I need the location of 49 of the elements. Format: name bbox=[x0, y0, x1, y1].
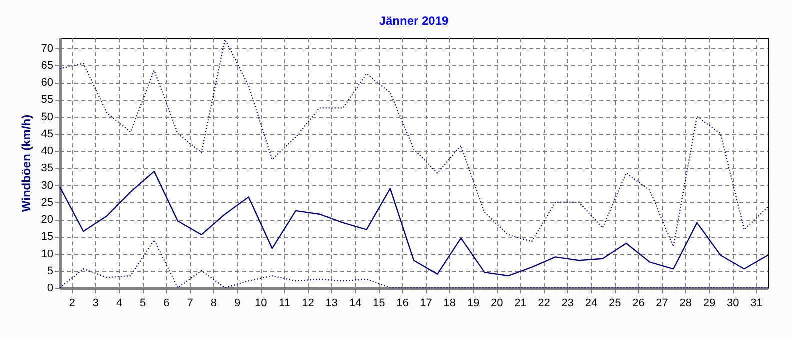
x-tick-label: 24 bbox=[585, 298, 598, 310]
y-tick-label: 25 bbox=[41, 196, 54, 209]
x-tick-label: 3 bbox=[92, 298, 99, 310]
x-tick-label: 19 bbox=[467, 298, 480, 310]
y-tick-label: 55 bbox=[41, 94, 54, 106]
x-tick-label: 27 bbox=[656, 298, 668, 310]
y-tick-label: 0 bbox=[47, 282, 54, 294]
x-tick-label: 31 bbox=[750, 298, 763, 310]
y-tick-label: 40 bbox=[41, 146, 54, 158]
x-tick-label: 26 bbox=[632, 298, 645, 310]
y-tick-label: 45 bbox=[41, 128, 54, 140]
x-tick-label: 15 bbox=[372, 298, 386, 310]
x-tick-label: 9 bbox=[234, 298, 241, 310]
chart-title: Jänner 2019 bbox=[379, 14, 450, 28]
x-tick-label: 22 bbox=[538, 298, 550, 310]
x-tick-label: 13 bbox=[326, 298, 338, 310]
y-tick-label: 30 bbox=[41, 180, 54, 192]
x-tick-label: 17 bbox=[420, 298, 432, 310]
x-tick-label: 6 bbox=[164, 298, 170, 310]
y-tick-label: 50 bbox=[41, 111, 54, 124]
y-tick-label: 65 bbox=[41, 60, 54, 72]
x-tick-label: 10 bbox=[254, 298, 268, 310]
y-tick-label: 70 bbox=[41, 42, 54, 55]
x-tick-label: 21 bbox=[514, 298, 527, 310]
y-tick-label: 35 bbox=[41, 162, 54, 175]
x-tick-label: 14 bbox=[349, 298, 362, 310]
y-tick-label: 20 bbox=[41, 214, 54, 226]
x-tick-label: 11 bbox=[278, 298, 290, 310]
x-tick-label: 28 bbox=[680, 298, 692, 310]
y-axis-title: Windböen (km/h) bbox=[19, 114, 34, 212]
x-tick-label: 12 bbox=[302, 298, 314, 310]
x-tick-label: 4 bbox=[116, 298, 123, 310]
x-tick-label: 7 bbox=[187, 298, 194, 310]
x-tick-label: 25 bbox=[608, 298, 622, 310]
x-tick-label: 23 bbox=[562, 298, 574, 310]
x-tick-label: 29 bbox=[703, 298, 716, 310]
line-series bbox=[59, 39, 769, 248]
x-tick-label: 30 bbox=[726, 298, 740, 310]
y-tick-label: 10 bbox=[41, 248, 54, 260]
line-series bbox=[59, 170, 769, 277]
y-tick-label: 5 bbox=[47, 265, 54, 278]
x-tick-label: 18 bbox=[444, 298, 456, 310]
x-tick-label: 16 bbox=[396, 298, 409, 310]
x-tick-label: 5 bbox=[140, 298, 146, 310]
y-tick-label: 15 bbox=[41, 231, 54, 244]
y-tick-label: 60 bbox=[41, 77, 54, 90]
x-tick-label: 2 bbox=[69, 298, 76, 310]
x-tick-label: 8 bbox=[210, 298, 217, 310]
x-tick-label: 20 bbox=[490, 298, 504, 310]
